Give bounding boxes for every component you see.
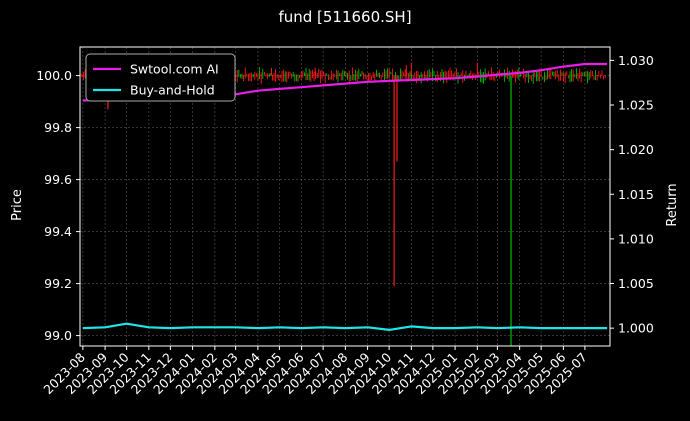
y-tick-label-right: 1.030 xyxy=(618,53,654,68)
y-tick-label-left: 99.0 xyxy=(44,328,72,343)
legend-entry: Swtool.com AI xyxy=(130,62,219,77)
y-tick-label-left: 99.6 xyxy=(44,172,72,187)
series-line xyxy=(82,322,608,331)
y-tick-label-right: 1.025 xyxy=(618,98,654,113)
y-axis-label-right: Return xyxy=(665,183,680,226)
legend-box xyxy=(85,53,236,102)
y-tick-label-left: 99.4 xyxy=(44,224,72,239)
y-tick-label-right: 1.015 xyxy=(618,187,654,202)
y-axis-label-left: Price xyxy=(10,189,25,221)
y-tick-label-left: 99.2 xyxy=(44,276,72,291)
y-tick-label-right: 1.020 xyxy=(618,142,654,157)
y-tick-label-right: 1.005 xyxy=(618,276,654,291)
legend-entry: Buy-and-Hold xyxy=(130,83,215,98)
y-tick-label-right: 1.010 xyxy=(618,231,654,246)
y-tick-label-left: 99.8 xyxy=(44,120,72,135)
chart-title: fund [511660.SH] xyxy=(278,8,411,26)
y-tick-label-left: 100.0 xyxy=(36,68,72,83)
plot-frame xyxy=(79,46,611,347)
y-tick-label-right: 1.000 xyxy=(618,321,654,336)
legend: Swtool.com AI Buy-and-Hold xyxy=(85,53,236,102)
